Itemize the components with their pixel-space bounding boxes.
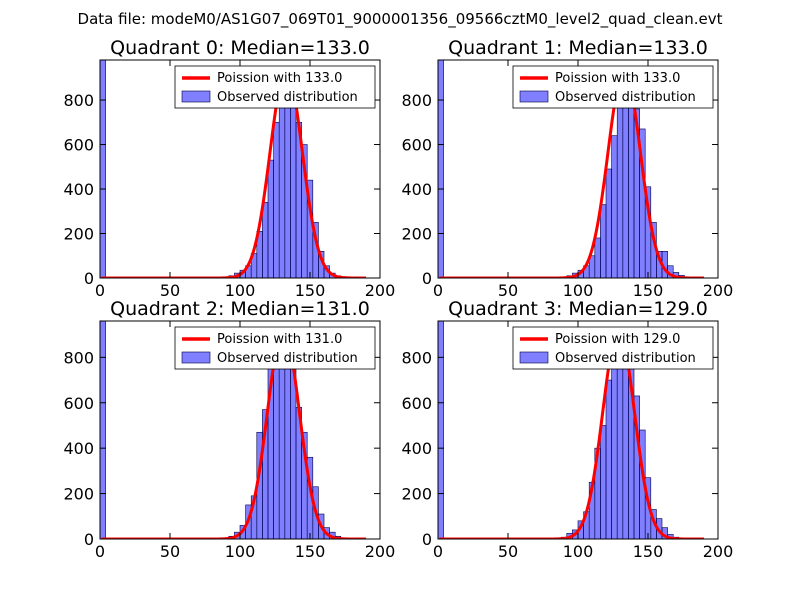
histogram-bar — [594, 237, 601, 278]
histogram-bar — [100, 60, 106, 278]
y-tick-label: 600 — [401, 394, 432, 413]
quadrant-2-panel: Quadrant 2: Median=131.0 0 50 100 150 200 0 200… — [63, 298, 395, 561]
y-tick-label: 200 — [63, 485, 94, 504]
legend-bar-swatch — [181, 351, 211, 364]
x-tick-label: 0 — [95, 542, 105, 561]
histogram-bar — [267, 159, 274, 278]
histogram-bar — [290, 90, 297, 278]
legend-bar-swatch — [519, 90, 549, 103]
y-tick-label: 0 — [84, 269, 94, 288]
histogram-bar — [438, 321, 444, 539]
x-tick-label: 150 — [295, 542, 326, 561]
x-tick-label: 50 — [498, 542, 518, 561]
y-tick-label: 600 — [401, 136, 432, 155]
histogram-bar — [600, 425, 607, 539]
histogram-bar — [290, 368, 297, 539]
legend: Poission with 133.0 Observed distribution — [512, 65, 714, 109]
legend-bar-label: Observed distribution — [217, 90, 358, 105]
y-tick-label: 800 — [63, 91, 94, 110]
quadrant-0-panel: Quadrant 0: Median=133.0 0 50 100 150 200 0 200… — [63, 37, 395, 300]
y-tick-label: 400 — [401, 180, 432, 199]
histogram-bar — [278, 95, 286, 278]
y-tick-label: 0 — [422, 269, 432, 288]
y-tick-label: 200 — [63, 225, 94, 244]
histogram-bar — [273, 345, 280, 539]
y-tick-label: 600 — [63, 394, 94, 413]
histogram-bar — [100, 321, 106, 539]
histogram-bar — [438, 60, 444, 278]
x-tick-label: 200 — [703, 281, 734, 300]
y-tick-label: 0 — [422, 530, 432, 549]
legend-bar-swatch — [181, 90, 211, 103]
panel-title: Quadrant 2: Median=131.0 — [110, 298, 370, 320]
legend-bar-label: Observed distribution — [555, 351, 696, 366]
quadrant-1-panel: Quadrant 1: Median=133.0 0 50 100 150 200 0 200… — [401, 37, 733, 300]
histogram-bar — [273, 121, 280, 278]
x-tick-label: 100 — [225, 542, 256, 561]
x-tick-label: 100 — [563, 281, 594, 300]
histogram-bar — [262, 202, 269, 278]
x-tick-label: 150 — [633, 542, 664, 561]
histogram-bar — [600, 204, 607, 278]
histogram-bar — [611, 135, 618, 278]
x-tick-label: 50 — [160, 281, 180, 300]
x-tick-label: 150 — [295, 281, 326, 300]
panel-title: Quadrant 0: Median=133.0 — [110, 37, 370, 59]
y-tick-label: 0 — [84, 530, 94, 549]
legend: Poission with 129.0 Observed distribution — [512, 326, 714, 370]
poisson-curve — [438, 68, 705, 278]
quadrant-3-panel: Quadrant 3: Median=129.0 0 50 100 150 200 0 200… — [401, 298, 733, 561]
y-tick-label: 200 — [401, 225, 432, 244]
x-tick-label: 200 — [365, 281, 396, 300]
poisson-curve — [438, 328, 705, 539]
legend-line-label: Poission with 133.0 — [217, 71, 342, 86]
y-tick-label: 400 — [401, 439, 432, 458]
x-tick-label: 0 — [95, 281, 105, 300]
histogram-bar — [605, 168, 612, 278]
legend-line-label: Poission with 129.0 — [555, 332, 680, 347]
legend: Poission with 133.0 Observed distribution — [174, 65, 376, 109]
plot-area — [438, 321, 705, 539]
plot-area — [438, 60, 705, 278]
poisson-curve — [100, 328, 367, 539]
y-tick-label: 400 — [63, 180, 94, 199]
x-tick-label: 200 — [365, 542, 396, 561]
x-tick-label: 0 — [433, 281, 443, 300]
x-tick-label: 150 — [633, 281, 664, 300]
x-tick-label: 200 — [703, 542, 734, 561]
y-tick-label: 600 — [63, 136, 94, 155]
y-tick-label: 800 — [63, 348, 94, 367]
x-tick-label: 50 — [160, 542, 180, 561]
legend-bar-swatch — [519, 351, 549, 364]
y-tick-label: 800 — [401, 91, 432, 110]
histogram-bar — [284, 79, 291, 278]
plot-area — [100, 60, 367, 278]
histogram-bar — [605, 379, 612, 539]
legend-bar-label: Observed distribution — [555, 90, 696, 105]
x-tick-label: 0 — [433, 542, 443, 561]
x-tick-label: 50 — [498, 281, 518, 300]
y-tick-label: 800 — [401, 348, 432, 367]
suptitle: Data file: modeM0/AS1G07_069T01_90000013… — [78, 10, 723, 29]
panel-title: Quadrant 1: Median=133.0 — [448, 37, 708, 59]
y-tick-label: 200 — [401, 485, 432, 504]
legend: Poission with 131.0 Observed distribution — [174, 326, 376, 370]
legend-line-label: Poission with 133.0 — [555, 71, 680, 86]
legend-bar-label: Observed distribution — [217, 351, 358, 366]
histogram-bar — [611, 357, 618, 539]
y-tick-label: 400 — [63, 439, 94, 458]
histogram-bar — [628, 99, 635, 278]
x-tick-label: 100 — [563, 542, 594, 561]
poisson-curve — [100, 68, 367, 278]
panel-title: Quadrant 3: Median=129.0 — [448, 298, 708, 320]
x-tick-label: 100 — [225, 281, 256, 300]
histogram-bar — [616, 104, 624, 278]
legend-line-label: Poission with 131.0 — [217, 332, 342, 347]
